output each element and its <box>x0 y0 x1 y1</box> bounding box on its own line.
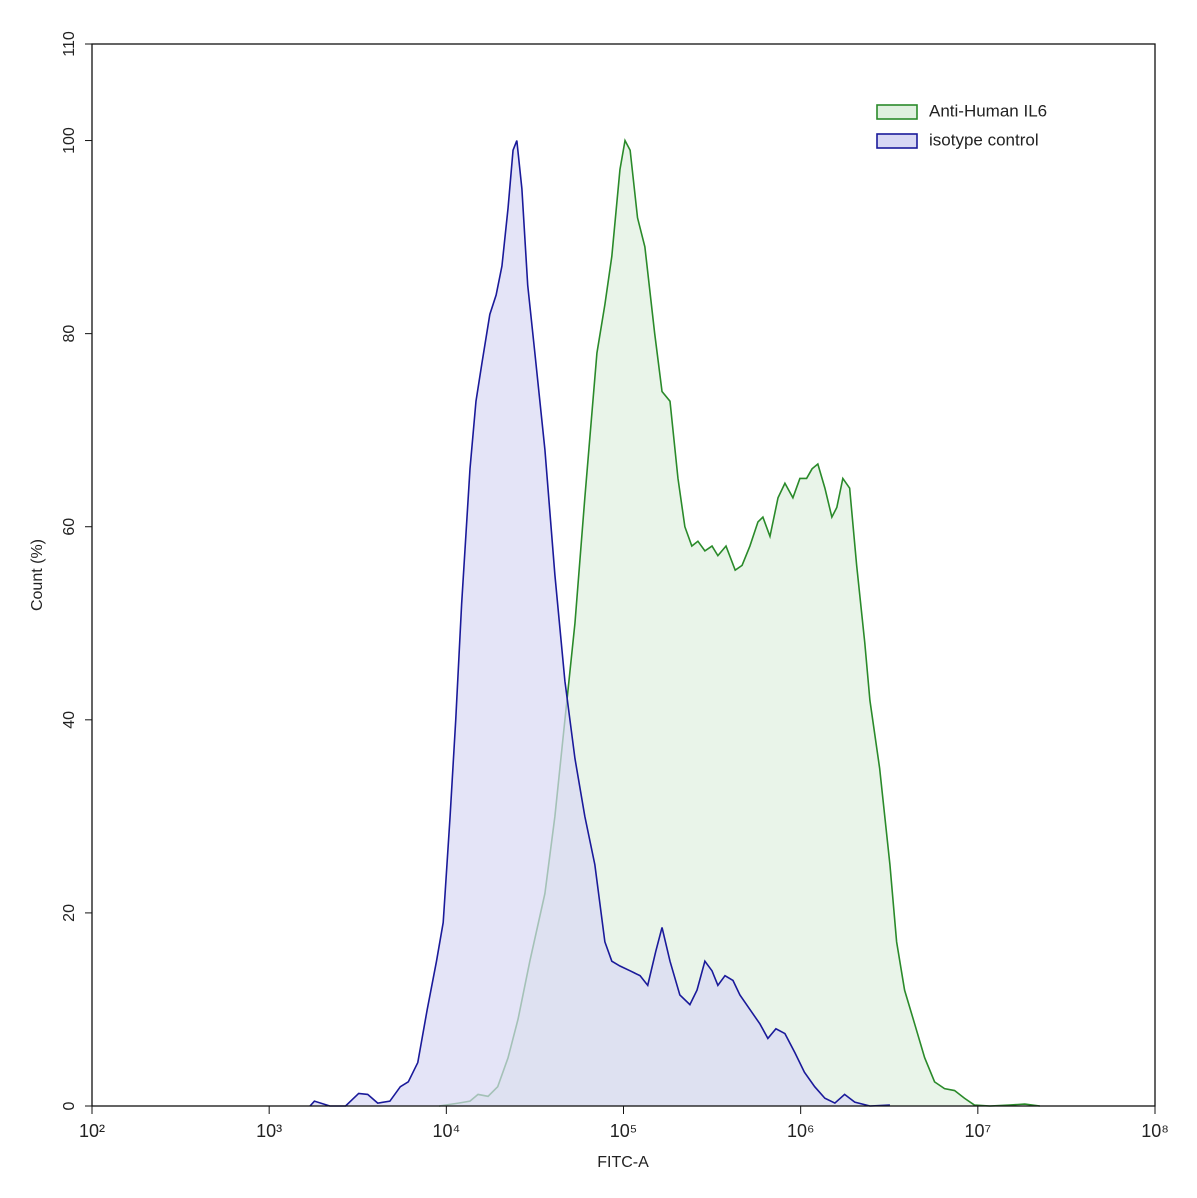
x-tick-label: 10⁸ <box>1141 1121 1169 1141</box>
y-axis-label: Count (%) <box>29 539 46 611</box>
y-tick-label: 20 <box>61 904 78 922</box>
legend-label: Anti-Human IL6 <box>929 101 1047 120</box>
x-tick-label: 10⁷ <box>965 1121 992 1141</box>
y-tick-label: 40 <box>61 711 78 729</box>
series-line <box>309 140 890 1107</box>
x-axis-label: FITC-A <box>597 1154 649 1171</box>
legend-swatch <box>876 133 918 149</box>
legend-label: isotype control <box>929 130 1039 149</box>
x-tick-label: 10³ <box>256 1121 282 1141</box>
x-tick-label: 10⁶ <box>787 1121 814 1141</box>
area-fill <box>309 140 890 1106</box>
x-tick-label: 10² <box>79 1121 105 1141</box>
y-tick-label: 60 <box>61 518 78 536</box>
legend-swatch <box>876 104 918 120</box>
y-tick-label: 0 <box>61 1101 78 1110</box>
y-tick-label: 110 <box>61 31 78 57</box>
y-tick-label: 80 <box>61 325 78 343</box>
series-line <box>438 138 1040 1107</box>
x-tick-label: 10⁴ <box>432 1121 460 1141</box>
y-tick-label: 100 <box>61 127 78 154</box>
x-tick-label: 10⁵ <box>610 1121 637 1141</box>
